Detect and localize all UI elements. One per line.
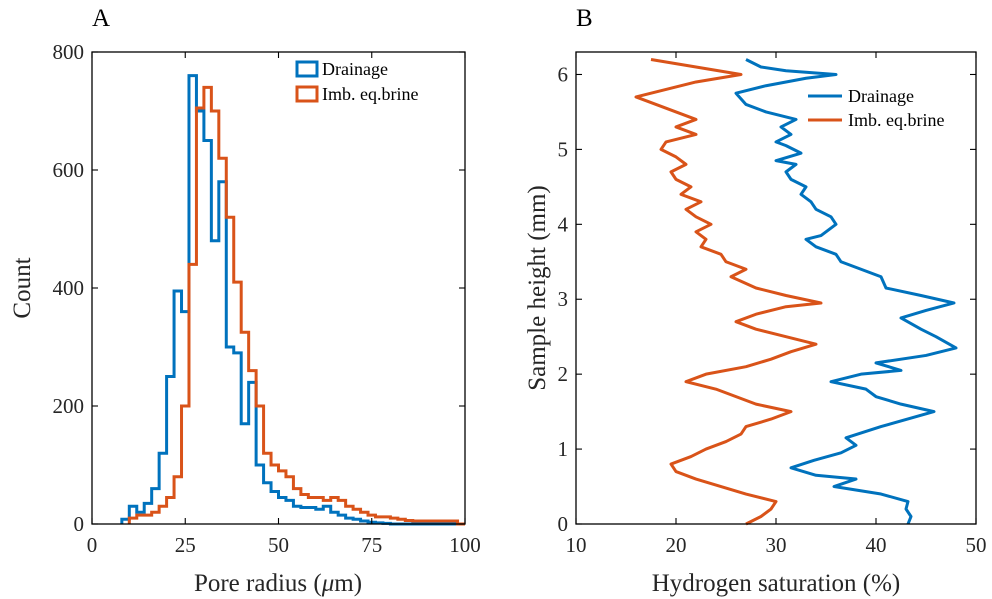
panel-b-y-tick-label: 2 bbox=[558, 362, 569, 386]
panel-b-label: B bbox=[576, 5, 593, 32]
line-series-drainage bbox=[734, 58, 958, 525]
panel-b-x-tick-label: 10 bbox=[566, 533, 587, 557]
legend-label-drainage-a: Drainage bbox=[322, 59, 388, 79]
panel-a-y-tick-label: 0 bbox=[74, 512, 85, 536]
panel-b-y-tick-label: 4 bbox=[558, 212, 569, 236]
panel-b-x-tick-label: 50 bbox=[966, 533, 987, 557]
histogram-series-drainage bbox=[120, 74, 465, 526]
panel-b-x-tick-label: 40 bbox=[866, 533, 887, 557]
panel-a-y-tick-label: 600 bbox=[53, 158, 85, 182]
panel-b-plot-area bbox=[634, 58, 958, 526]
legend-swatch-imbibition-a bbox=[295, 85, 319, 103]
panel-a-axes-box bbox=[91, 51, 466, 525]
panel-b-y-tick-label: 6 bbox=[558, 62, 569, 86]
panel-b-x-tick-label: 20 bbox=[666, 533, 687, 557]
panel-a-x-tick-label: 100 bbox=[449, 533, 481, 557]
panel-b-legend: Drainage Imb. eq.brine bbox=[808, 86, 944, 130]
panel-b-y-axis-title: Sample height (mm) bbox=[524, 185, 551, 391]
legend-label-imbibition-b: Imb. eq.brine bbox=[848, 110, 944, 130]
panel-a-label: A bbox=[92, 5, 110, 32]
legend-label-drainage-b: Drainage bbox=[848, 86, 914, 106]
panel-b-y-tick-label: 1 bbox=[558, 437, 569, 461]
line-series-imbibition bbox=[634, 58, 823, 526]
panel-a-histogram: A 0 25 50 75 100 0 200 400 600 800 Pore radius (μ… bbox=[9, 5, 481, 597]
legend-swatch-drainage-a bbox=[295, 60, 319, 78]
panel-b-y-tick-label: 0 bbox=[558, 512, 569, 536]
panel-b-ticks: 10 20 30 40 50 0 1 2 3 4 5 6 bbox=[558, 52, 987, 557]
panel-a-y-tick-label: 400 bbox=[53, 276, 85, 300]
panel-a-legend: Drainage Imb. eq.brine bbox=[295, 59, 418, 104]
panel-a-x-tick-label: 0 bbox=[87, 533, 98, 557]
legend-label-imbibition-a: Imb. eq.brine bbox=[322, 84, 418, 104]
panel-a-x-tick-label: 75 bbox=[361, 533, 382, 557]
panel-a-x-tick-label: 50 bbox=[268, 533, 289, 557]
panel-a-y-tick-label: 800 bbox=[53, 40, 85, 64]
panel-a-y-axis-title: Count bbox=[9, 257, 36, 318]
panel-b-y-tick-label: 3 bbox=[558, 287, 569, 311]
panel-b-line-chart: B 10 20 30 40 50 0 1 2 3 4 5 6 Hydrogen saturation … bbox=[524, 5, 987, 597]
panel-a-ticks: 0 25 50 75 100 0 200 400 600 800 bbox=[53, 40, 481, 557]
panel-b-x-tick-label: 30 bbox=[766, 533, 787, 557]
panel-a-y-tick-label: 200 bbox=[53, 394, 85, 418]
panel-b-y-tick-label: 5 bbox=[558, 137, 569, 161]
panel-a-plot-area bbox=[120, 74, 465, 526]
histogram-series-imbibition bbox=[127, 85, 465, 526]
panel-b-x-axis-title: Hydrogen saturation (%) bbox=[652, 570, 901, 597]
panel-a-x-tick-label: 25 bbox=[175, 533, 196, 557]
panel-a-x-axis-title: Pore radius (μm) bbox=[194, 570, 362, 597]
